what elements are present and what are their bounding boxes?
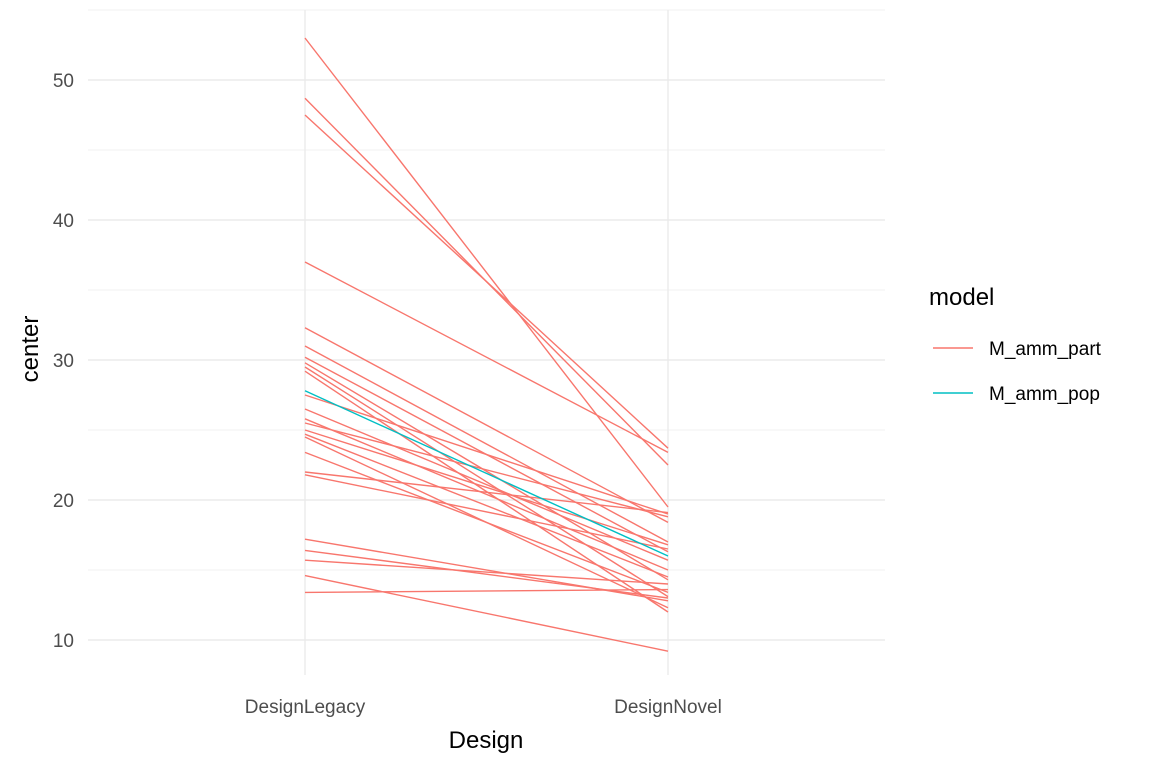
y-tick-label: 50 (53, 71, 74, 92)
line-m-amm-part (304, 559, 669, 585)
legend: model M_amm_part M_amm_pop (929, 284, 1102, 405)
x-tick-label: DesignNovel (614, 697, 722, 718)
legend-title: model (929, 284, 994, 311)
line-m-amm-part (304, 574, 669, 652)
y-tick-label: 40 (53, 211, 74, 232)
y-tick-label: 20 (53, 491, 74, 512)
line-m-amm-part (304, 114, 669, 449)
x-axis-ticks: DesignLegacy DesignNovel (245, 697, 722, 718)
line-m-amm-part (304, 451, 669, 594)
line-m-amm-part (304, 327, 669, 524)
y-axis-ticks: 10 20 30 40 50 (53, 71, 74, 652)
line-m-amm-part (304, 418, 669, 571)
y-tick-label: 10 (53, 631, 74, 652)
line-m-amm-part (304, 429, 669, 546)
line-m-amm-pop (304, 390, 669, 557)
grid (88, 9, 885, 675)
y-tick-label: 30 (53, 351, 74, 372)
x-axis-title: Design (449, 727, 524, 754)
line-m-amm-part (304, 37, 669, 508)
y-axis-title: center (17, 316, 44, 383)
line-m-amm-part (304, 422, 669, 518)
line-m-amm-part (304, 433, 669, 578)
legend-label-m-amm-pop: M_amm_pop (989, 384, 1100, 405)
series-lines (304, 37, 669, 652)
line-m-amm-part (304, 261, 669, 454)
line-m-amm-part (304, 366, 669, 598)
line-m-amm-part (304, 588, 669, 594)
line-m-amm-part (304, 408, 669, 561)
line-m-amm-part (304, 471, 669, 514)
x-tick-label: DesignLegacy (245, 697, 366, 718)
line-m-amm-part (304, 474, 669, 550)
legend-label-m-amm-part: M_amm_part (989, 339, 1102, 360)
line-m-amm-part (304, 345, 669, 543)
line-m-amm-part (304, 362, 669, 581)
line-m-amm-part (304, 394, 669, 515)
